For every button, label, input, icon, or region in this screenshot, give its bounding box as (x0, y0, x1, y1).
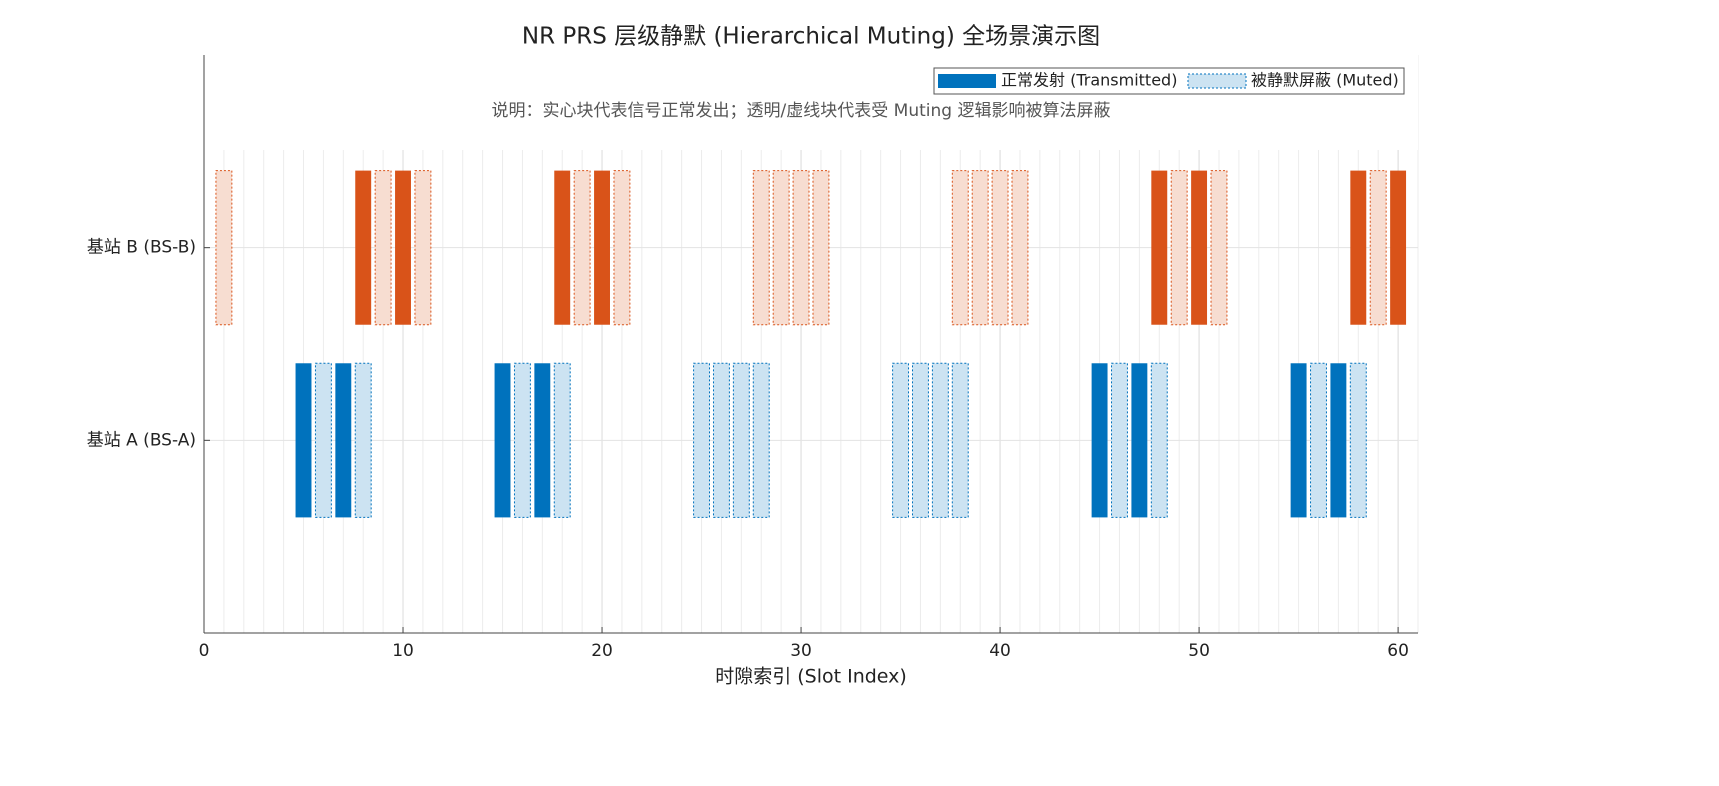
chart-title: NR PRS 层级静默 (Hierarchical Muting) 全场景演示图 (522, 24, 1100, 50)
slot-bar (1191, 170, 1208, 325)
slot-bar (1369, 170, 1387, 326)
slot-bar (752, 362, 770, 518)
y-tick-label: 基站 A (BS-A) (87, 430, 196, 450)
x-tick-label: 60 (1387, 641, 1409, 661)
annotation: 说明：实心块代表信号正常发出；透明/虚线块代表受 Muting 逻辑影响被算法屏… (492, 101, 1111, 121)
slot-bar (395, 170, 411, 325)
slot-bar (355, 170, 372, 325)
slot-bar (752, 170, 770, 326)
slot-bar (1111, 362, 1128, 518)
slot-bar (951, 362, 969, 518)
slot-bar (812, 170, 830, 326)
slot-bar (354, 362, 372, 518)
slot-bar (594, 170, 610, 325)
slot-bar (712, 362, 730, 518)
y-tick-label: 基站 B (BS-B) (87, 238, 196, 258)
slot-bar (732, 362, 750, 518)
slot-bar (1151, 170, 1168, 325)
slot-bar (892, 362, 910, 518)
slot-bar (772, 170, 790, 326)
slot-bar (335, 363, 352, 518)
slot-bar (1350, 170, 1367, 325)
slot-bar (314, 362, 332, 518)
x-tick-label: 10 (392, 641, 414, 661)
x-tick-label: 40 (989, 641, 1011, 661)
slot-bar (554, 170, 571, 325)
slot-bar (1290, 363, 1307, 518)
slot-bar (553, 362, 571, 518)
slot-bar (1349, 362, 1367, 518)
slot-bar (931, 362, 949, 518)
slot-bar (374, 170, 392, 326)
x-tick-label: 30 (790, 641, 812, 661)
slot-bar (494, 363, 511, 518)
slot-bar (1390, 170, 1407, 325)
slot-bar (295, 363, 312, 518)
x-tick-label: 0 (199, 641, 210, 661)
slot-bar (1330, 363, 1347, 518)
x-tick-label: 50 (1188, 641, 1210, 661)
slot-bar (971, 170, 989, 326)
slot-bar (792, 170, 810, 326)
slot-bar (1170, 170, 1188, 326)
slot-bar (534, 363, 551, 518)
legend-label: 被静默屏蔽 (Muted) (1251, 71, 1399, 90)
slot-bar (613, 170, 631, 326)
slot-bar (1150, 362, 1168, 518)
slot-bar (513, 362, 531, 518)
slot-bar (991, 170, 1009, 326)
slot-bar (911, 362, 929, 518)
slot-bar (1011, 170, 1029, 326)
legend-swatch (938, 74, 996, 88)
legend-swatch (1187, 73, 1247, 89)
slot-bar (1210, 170, 1228, 326)
slot-bar (573, 170, 591, 326)
legend-box (933, 67, 1405, 95)
slot-bar (1310, 362, 1327, 518)
x-tick-label: 20 (591, 641, 613, 661)
slot-bar (1091, 363, 1108, 518)
legend-label: 正常发射 (Transmitted) (1001, 71, 1177, 90)
slot-bar (215, 170, 233, 326)
slot-bar (693, 362, 711, 518)
slot-bar (1131, 363, 1148, 518)
slot-bar (414, 170, 432, 326)
slot-bar (951, 170, 969, 326)
x-axis-label: 时隙索引 (Slot Index) (715, 666, 907, 688)
